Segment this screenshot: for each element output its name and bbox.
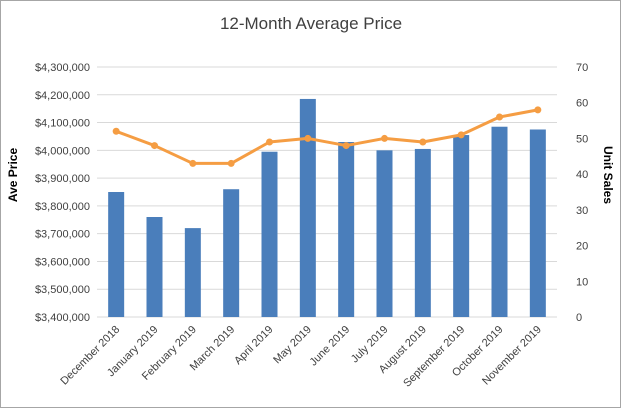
chart-title: 12-Month Average Price bbox=[220, 14, 402, 33]
y2-tick-label: 20 bbox=[576, 241, 588, 253]
y-tick-label: $3,600,000 bbox=[35, 256, 90, 268]
y2-tick-label: 40 bbox=[576, 169, 588, 181]
y-axis-right: 0 10 20 30 40 50 60 70 bbox=[576, 62, 588, 324]
y2-tick-label: 50 bbox=[576, 133, 588, 145]
bar bbox=[491, 126, 508, 317]
line-point bbox=[381, 134, 388, 142]
line-point bbox=[304, 134, 312, 142]
x-tick-label: June 2019 bbox=[307, 324, 352, 369]
y-tick-label: $4,100,000 bbox=[35, 118, 90, 130]
y2-tick-label: 60 bbox=[576, 98, 588, 110]
bar bbox=[108, 192, 125, 317]
line-point bbox=[457, 131, 465, 139]
line-point bbox=[342, 142, 350, 150]
line-point bbox=[151, 142, 158, 150]
bar bbox=[376, 150, 393, 317]
y-axis-title-right: Unit Sales bbox=[601, 146, 615, 204]
y-tick-label: $4,000,000 bbox=[35, 145, 90, 157]
line-series bbox=[112, 106, 542, 167]
series-line bbox=[115, 108, 539, 165]
line-point bbox=[227, 159, 235, 167]
gridlines bbox=[97, 66, 557, 318]
line-point bbox=[189, 159, 197, 167]
y2-tick-label: 0 bbox=[576, 312, 582, 324]
y-axis-title-left: Ave Price bbox=[6, 148, 20, 203]
y-tick-label: $4,300,000 bbox=[35, 62, 90, 74]
y-tick-label: $3,700,000 bbox=[35, 229, 90, 241]
y-tick-label: $3,400,000 bbox=[35, 312, 90, 324]
bar bbox=[299, 98, 316, 317]
line-point bbox=[112, 127, 120, 135]
y2-tick-label: 30 bbox=[576, 205, 588, 217]
y-tick-label: $3,800,000 bbox=[35, 201, 90, 213]
y-tick-label: $3,900,000 bbox=[35, 173, 90, 185]
line-point bbox=[419, 138, 427, 146]
bar bbox=[184, 228, 201, 317]
x-tick-label: April 2019 bbox=[232, 324, 276, 368]
y-tick-label: $3,500,000 bbox=[35, 284, 90, 296]
line-point bbox=[266, 138, 273, 146]
bar bbox=[338, 142, 355, 317]
y-axis-left: $3,400,000 $3,500,000 $3,600,000 $3,700,000… bbox=[35, 62, 90, 324]
y2-tick-label: 70 bbox=[576, 62, 588, 74]
bar bbox=[223, 189, 240, 317]
line-point bbox=[496, 113, 503, 121]
y2-tick-label: 10 bbox=[576, 276, 588, 288]
bar bbox=[261, 151, 278, 317]
bar bbox=[146, 217, 163, 317]
bar bbox=[453, 135, 470, 317]
y-tick-label: $4,200,000 bbox=[35, 90, 90, 102]
bar-series bbox=[108, 98, 546, 317]
bar bbox=[414, 148, 431, 317]
bar bbox=[529, 129, 546, 317]
line-point bbox=[534, 106, 542, 114]
